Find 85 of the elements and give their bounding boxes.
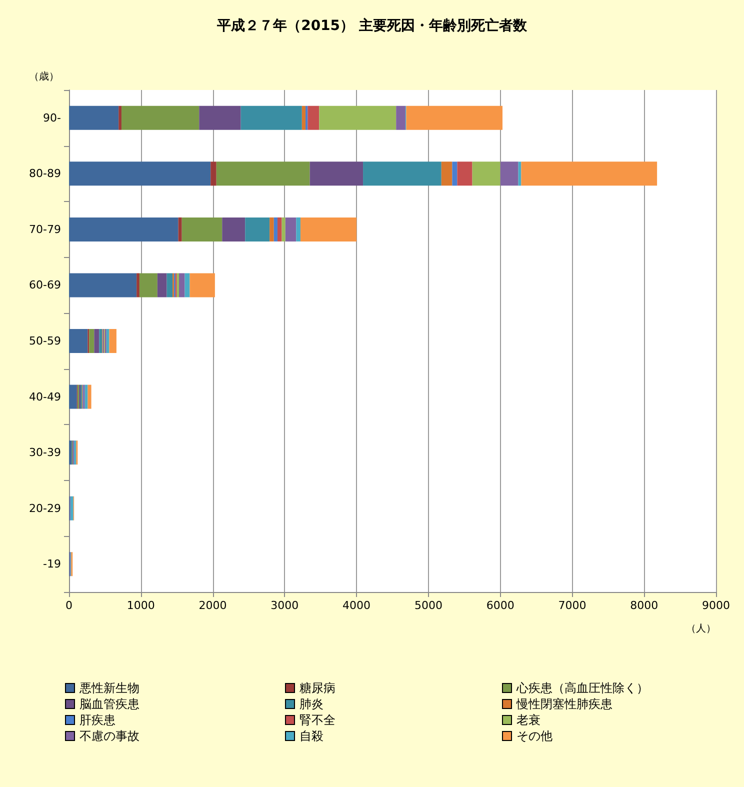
bar: [69, 329, 88, 353]
bar: [106, 329, 110, 353]
x-tick-label: 0: [66, 599, 72, 612]
bar: [240, 106, 302, 130]
bar: [94, 329, 100, 353]
bar: [500, 162, 518, 186]
x-tick-label: 9000: [702, 599, 730, 612]
bar: [178, 217, 182, 242]
x-tick-label: 3000: [270, 599, 299, 612]
bar: [69, 440, 72, 465]
bar: [452, 162, 458, 186]
y-tick-label: 40-49: [29, 390, 61, 404]
legend-label: 老衰: [516, 713, 540, 727]
bar: [302, 106, 306, 130]
legend-label: 脳血管疾患: [80, 697, 140, 711]
bar: [222, 217, 246, 242]
y-tick-label: 80-89: [29, 167, 61, 180]
bar: [472, 162, 500, 186]
bar: [521, 162, 658, 186]
bar: [184, 273, 190, 298]
bar: [285, 217, 296, 242]
bar: [69, 384, 77, 409]
bar: [216, 162, 310, 186]
legend-label: 糖尿病: [300, 681, 336, 695]
bar: [277, 217, 282, 242]
legend-label: 腎不全: [300, 713, 336, 727]
bar: [199, 106, 241, 130]
bar: [136, 273, 140, 298]
bar: [441, 162, 452, 186]
x-tick-label: 7000: [558, 599, 586, 612]
bar: [139, 273, 158, 298]
bar: [182, 217, 222, 242]
legend-label: 悪性新生物: [78, 681, 140, 695]
legend-label: 心疾患（高血圧性除く）: [516, 681, 648, 695]
x-axis-title: （人）: [686, 624, 716, 634]
bar: [190, 273, 215, 298]
bar: [69, 273, 137, 298]
bar: [69, 106, 119, 130]
y-tick-label: 30-39: [29, 446, 61, 460]
bar: [270, 217, 274, 242]
bar: [121, 106, 200, 130]
y-tick-label: 60-69: [29, 278, 61, 292]
x-tick-label: 2000: [198, 599, 227, 612]
x-tick-label: 8000: [630, 599, 658, 612]
bar: [457, 162, 472, 186]
bar: [178, 273, 185, 298]
chart-title: 平成２７年（2015） 主要死因・年齢別死亡者数: [216, 17, 528, 34]
bar: [300, 217, 357, 242]
y-tick-label: 90-: [43, 111, 62, 124]
legend-label: 肺炎: [300, 697, 324, 711]
bar: [69, 217, 178, 242]
bar: [99, 329, 102, 353]
y-tick-label: 20-29: [29, 502, 61, 515]
y-axis-title: （歳）: [29, 70, 59, 82]
bar: [406, 106, 502, 130]
bar: [70, 496, 74, 520]
legend-label: 肝疾患: [80, 713, 116, 727]
x-tick-label: 1000: [126, 599, 155, 612]
x-tick-label: 4000: [342, 599, 371, 612]
bar: [118, 106, 122, 130]
bar: [274, 217, 278, 242]
bar: [166, 273, 173, 298]
bar: [88, 384, 92, 409]
bar: [308, 106, 320, 130]
bar: [396, 106, 406, 130]
bar: [310, 162, 364, 186]
bar: [282, 217, 286, 242]
bar: [157, 273, 167, 298]
x-tick-label: 6000: [486, 599, 514, 612]
legend-label: 慢性閉塞性肺疾患: [516, 697, 612, 711]
x-tick-label: 5000: [414, 599, 442, 612]
bar: [69, 162, 211, 186]
bar: [89, 329, 94, 353]
legend-label: 不慮の事故: [80, 729, 140, 743]
bar: [210, 162, 216, 186]
y-tick-label: 50-59: [29, 334, 61, 348]
legend-label: その他: [516, 729, 552, 743]
bar: [296, 217, 300, 242]
legend-label: 自殺: [300, 729, 324, 743]
bar: [319, 106, 396, 130]
y-tick-label: -19: [43, 558, 61, 571]
bar: [109, 329, 116, 353]
bar: [363, 162, 442, 186]
bar: [245, 217, 270, 242]
y-tick-label: 70-79: [29, 222, 61, 236]
